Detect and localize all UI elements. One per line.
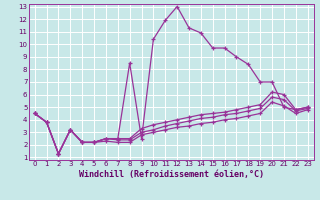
X-axis label: Windchill (Refroidissement éolien,°C): Windchill (Refroidissement éolien,°C) <box>79 170 264 179</box>
